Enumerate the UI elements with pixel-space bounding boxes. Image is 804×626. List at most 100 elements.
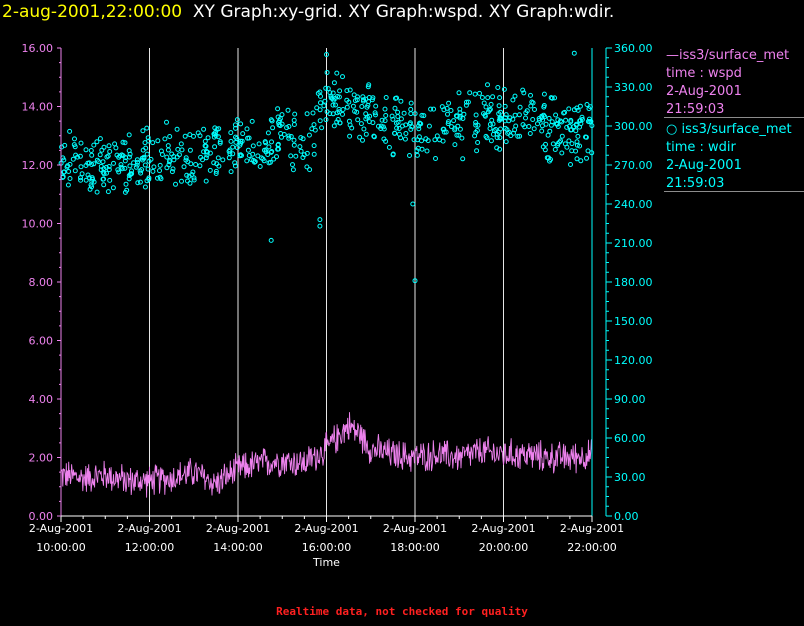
wdir-point [144, 178, 150, 184]
wdir-point [187, 147, 193, 153]
wdir-point [198, 154, 204, 160]
wdir-point [286, 133, 292, 139]
wdir-point [389, 113, 395, 119]
wdir-point [494, 145, 500, 151]
wdir-point [335, 117, 341, 122]
wdir-point [138, 170, 144, 176]
wdir-point [269, 149, 275, 154]
wdir-point [89, 152, 95, 158]
wdir-point [352, 98, 358, 104]
wdir-point [271, 156, 277, 162]
wdir-point [372, 110, 378, 116]
wdir-point [555, 142, 561, 148]
wdir-point [274, 154, 279, 160]
wdir-point [232, 160, 238, 166]
wdir-point [281, 132, 287, 137]
wdir-point [234, 135, 240, 141]
wdir-point [205, 135, 211, 141]
wdir-point [494, 135, 500, 141]
x-tick-label-time: 12:00:00 [125, 541, 174, 554]
wdir-point [516, 112, 522, 118]
wdir-point [122, 140, 128, 146]
wdir-point [419, 146, 425, 152]
wdir-point [269, 118, 275, 124]
wdir-point [173, 181, 178, 187]
wdir-point [137, 179, 143, 185]
y-right-tick-label: 210.00 [614, 237, 653, 250]
wdir-point [140, 128, 146, 134]
wdir-point [318, 93, 323, 99]
x-tick-label-date: 2-Aug-2001 [560, 522, 624, 535]
wdir-point [331, 123, 337, 129]
wdir-point [511, 130, 516, 136]
wdir-point [291, 142, 297, 148]
wdir-point [179, 178, 184, 184]
y-right-tick-label: 360.00 [614, 42, 653, 55]
wdir-point [174, 154, 180, 160]
wdir-point [134, 162, 140, 168]
wdir-point [83, 177, 89, 183]
y-left-tick-label: 6.00 [29, 335, 54, 348]
wdir-point [577, 103, 583, 109]
wdir-point [169, 169, 175, 175]
wdir-point [330, 111, 336, 117]
wdir-point [128, 171, 134, 177]
wdir-point [244, 158, 250, 164]
wdir-point [584, 155, 589, 161]
wdir-point [507, 115, 513, 121]
wdir-point [250, 143, 256, 149]
wdir-point [182, 133, 188, 139]
wdir-point [553, 112, 559, 118]
title-bar: 2-aug-2001,22:00:00 XY Graph:xy-grid. XY… [2, 0, 614, 24]
wdir-point [155, 175, 160, 181]
wdir-point [174, 126, 180, 132]
wdir-point [185, 178, 190, 184]
wdir-point [98, 167, 104, 173]
wdir-point [244, 126, 250, 132]
wdir-point [126, 154, 132, 160]
wdir-point [234, 117, 240, 123]
wdir-point [285, 107, 291, 113]
wdir-point [202, 138, 208, 144]
wdir-point [577, 143, 583, 149]
wdir-point [485, 82, 490, 88]
wdir-point [394, 95, 400, 101]
wdir-point [431, 106, 437, 112]
wdir-point [363, 111, 369, 117]
wdir-point [304, 164, 310, 170]
wdir-point [396, 126, 402, 131]
wdir-point [164, 165, 170, 171]
wdir-point [101, 182, 107, 188]
wdir-point [540, 144, 546, 150]
wdir-point [488, 101, 494, 107]
wdir-point [555, 117, 561, 123]
wdir-point [261, 158, 267, 164]
wdir-point [267, 159, 273, 165]
wdir-point [501, 86, 507, 92]
wdir-point [423, 136, 429, 142]
wdir-point [116, 169, 122, 175]
wdir-point [119, 166, 125, 172]
wdir-point [193, 162, 199, 167]
wdir-point [350, 103, 356, 109]
wdir-point [317, 118, 323, 124]
wdir-point [318, 100, 323, 106]
wdir-point [461, 111, 467, 117]
wdir-point [88, 148, 94, 153]
y-right-tick-label: 30.00 [614, 471, 646, 484]
wdir-point [398, 116, 404, 122]
wdir-point [91, 161, 97, 167]
wdir-point [428, 106, 434, 112]
wdir-point [484, 135, 490, 141]
wdir-point [65, 182, 71, 188]
wdir-point [78, 140, 84, 146]
wdir-point [123, 181, 129, 187]
wdir-point [191, 177, 197, 183]
wdir-point [479, 95, 485, 100]
wdir-point [552, 95, 558, 101]
wdir-point [238, 121, 244, 127]
legend-wdir: ○ iss3/surface_met time : wdir 2-Aug-200… [666, 121, 804, 193]
wdir-point [529, 99, 535, 105]
wdir-point [127, 151, 133, 157]
wdir-point [527, 131, 533, 136]
